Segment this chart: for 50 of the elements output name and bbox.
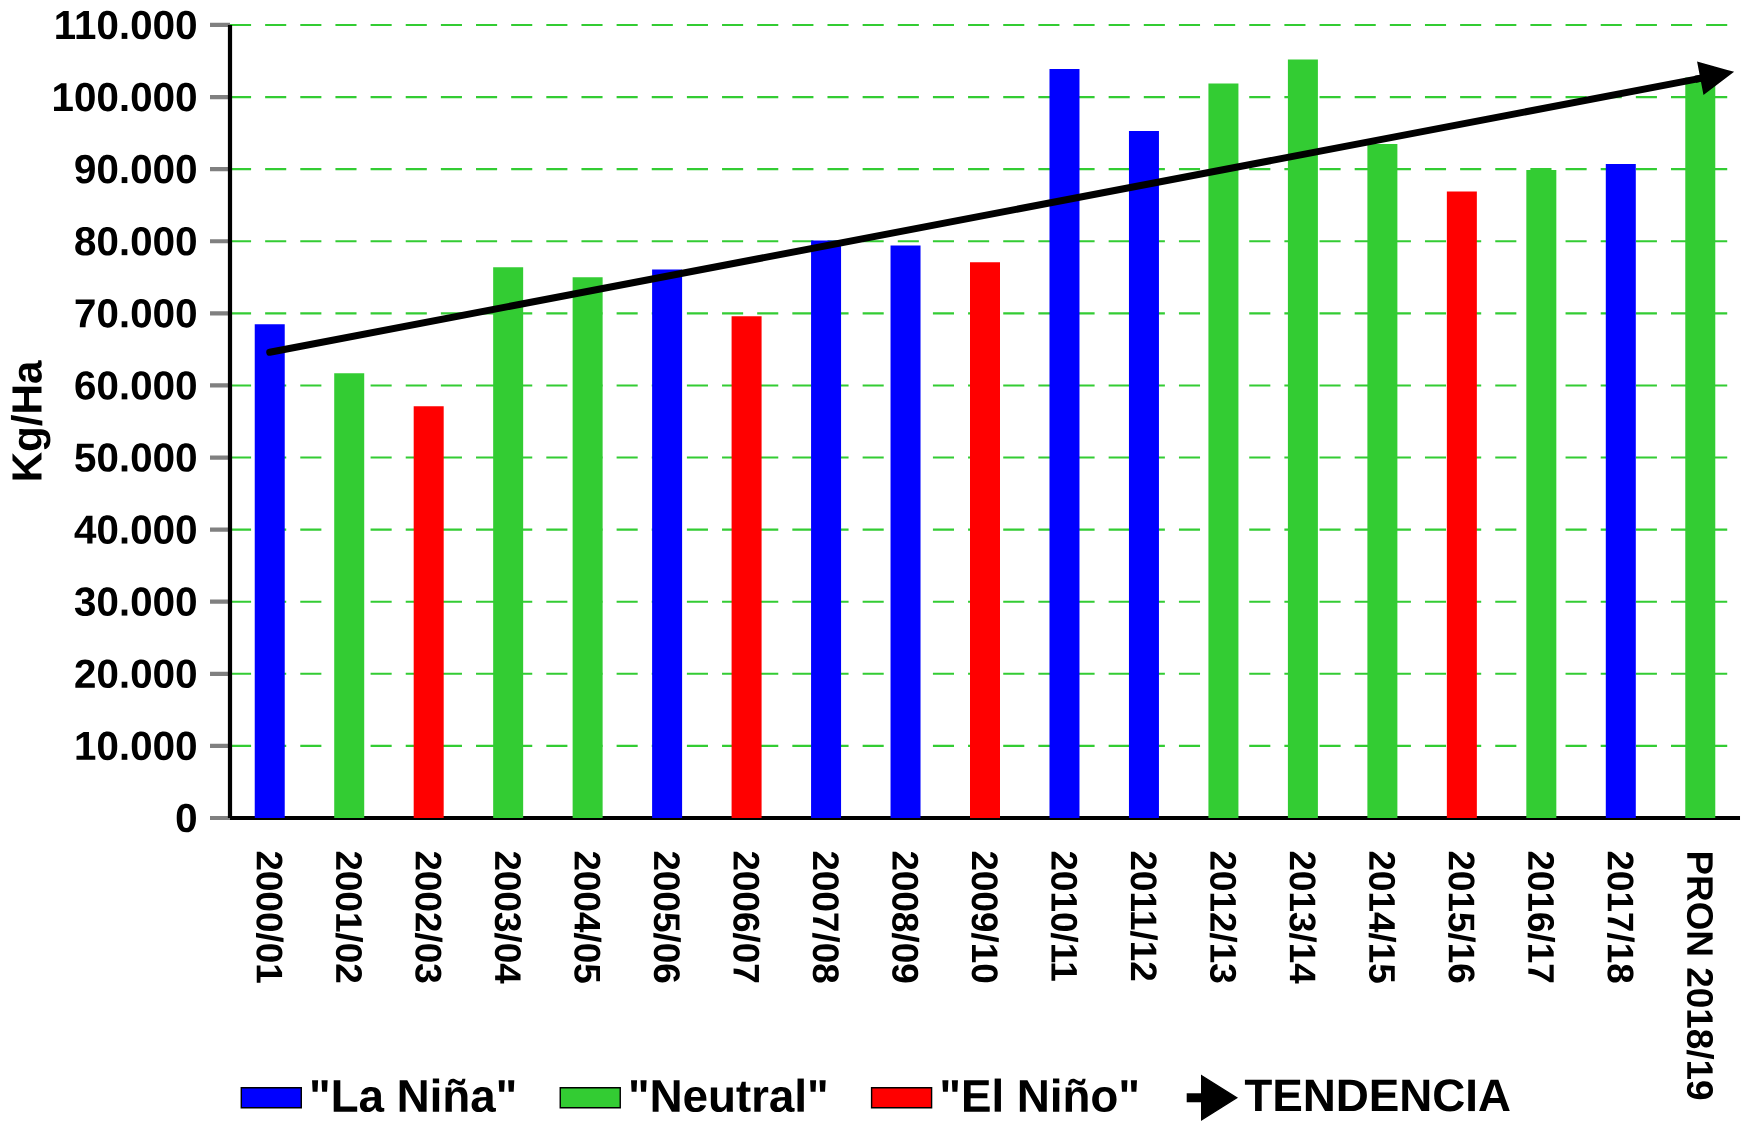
x-tick-label: 2011/12 (1130, 851, 1158, 981)
x-tick-label: 2004/05 (573, 851, 602, 983)
bar (890, 245, 921, 818)
bar (1208, 83, 1239, 818)
bar (731, 316, 762, 818)
x-tick-label: 2003/04 (494, 851, 522, 984)
x-tick-label: 2017/18 (1607, 851, 1635, 983)
x-tick-label: 2001/02 (335, 851, 363, 983)
bar (811, 240, 842, 818)
y-tick-label: 60.000 (75, 371, 196, 400)
bar (254, 324, 285, 818)
x-tick-label: 2010/11 (1050, 851, 1079, 981)
y-tick-label: 90.000 (75, 154, 196, 184)
x-tick-label: 2013/14 (1289, 851, 1317, 984)
x-tick-label: 2006/07 (732, 851, 761, 983)
x-tick-label: 2008/09 (891, 851, 920, 983)
x-tick-label: 2016/17 (1527, 851, 1556, 983)
y-tick-label: 70.000 (75, 299, 196, 328)
x-tick-label: 2012/13 (1209, 851, 1238, 983)
x-tick-label: 2014/15 (1368, 851, 1397, 983)
y-tick-label: 110.000 (56, 10, 196, 40)
y-tick-label: 40.000 (74, 515, 196, 544)
y-axis-title: Kg/Ha (10, 360, 51, 480)
y-tick-label: 80.000 (75, 226, 196, 256)
legend-label: "El Niño" (942, 1078, 1137, 1113)
bar (970, 262, 1000, 818)
legend-label: "La Niña" (312, 1078, 515, 1113)
bar (1605, 164, 1636, 818)
x-tick-label: 2000/01 (256, 851, 284, 983)
bar (1446, 191, 1477, 818)
y-tick-label: 50.000 (75, 443, 196, 472)
x-tick-label: 2009/10 (971, 851, 999, 983)
legend-label: "Neutral" (631, 1078, 826, 1113)
y-tick-label: 30.000 (74, 587, 196, 617)
bar (334, 373, 365, 818)
x-tick-label: 2002/03 (414, 851, 443, 983)
y-tick-label: 100.000 (54, 82, 196, 112)
x-tick-label: 2005/06 (653, 851, 681, 983)
legend-label: TENDENCIA (1244, 1079, 1510, 1112)
y-tick-label: 0 (176, 803, 196, 833)
x-tick-label: PRON 2018/19 (1686, 852, 1715, 1100)
x-tick-label: 2007/08 (812, 851, 840, 983)
x-tick-label: 2015/16 (1448, 851, 1476, 983)
bar (572, 277, 603, 818)
bar (652, 269, 683, 818)
bar (413, 406, 444, 818)
y-tick-label: 10.000 (76, 731, 196, 761)
y-tick-label: 20.000 (75, 659, 196, 689)
bar (1128, 130, 1159, 818)
bar (1049, 68, 1080, 818)
